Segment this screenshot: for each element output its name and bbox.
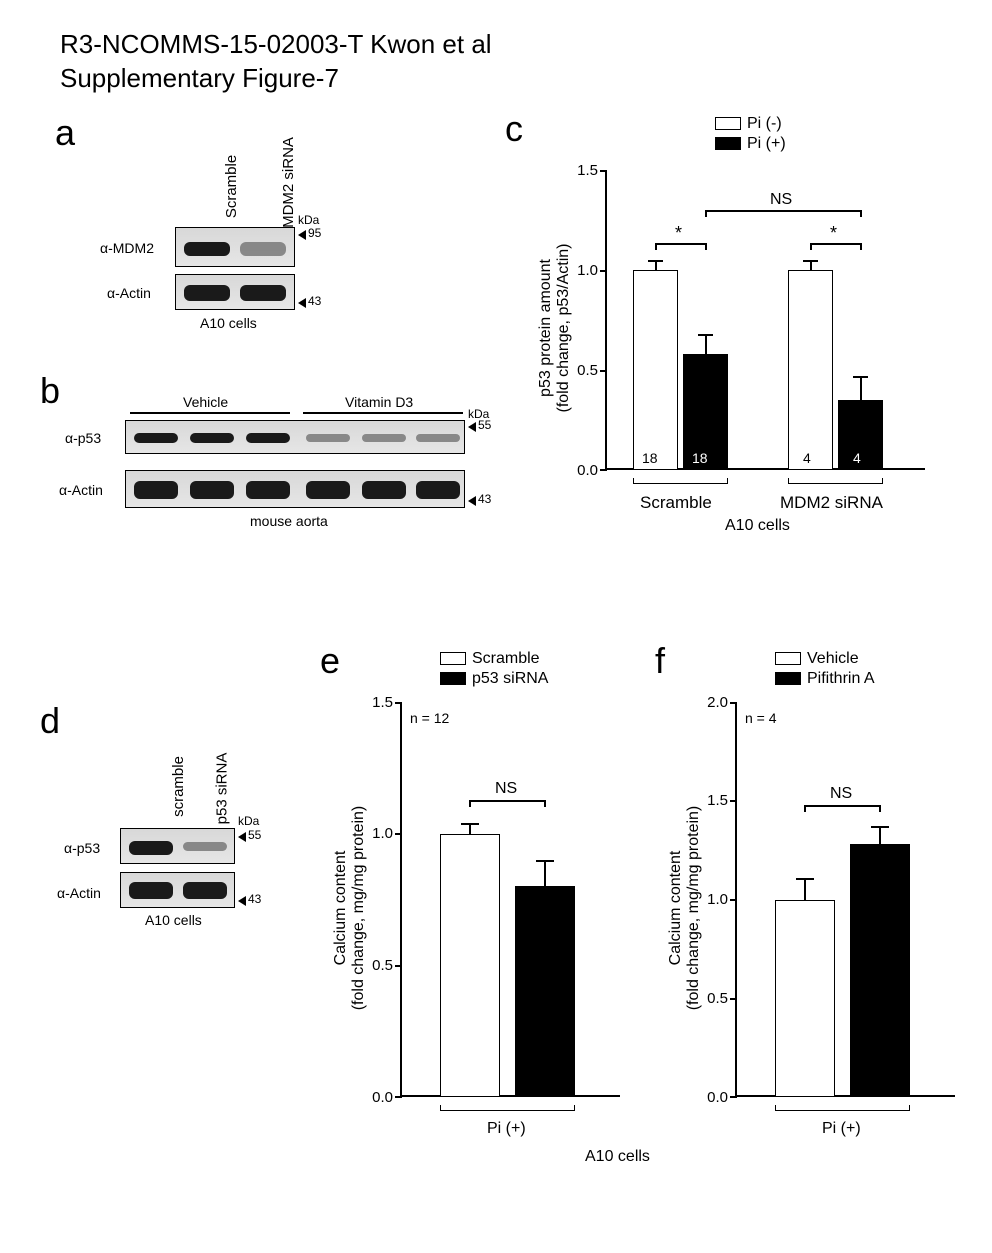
n-1: 18	[642, 450, 658, 466]
bar-e1	[440, 834, 500, 1097]
legend-f: Vehicle Pifithrin A	[775, 650, 875, 688]
ytick-00: 0.0	[558, 462, 598, 479]
legend-e: Scramble p53 siRNA	[440, 650, 548, 688]
mw2-b: 43	[478, 492, 491, 506]
n-text-f: n = 4	[745, 710, 777, 726]
bar-f2	[850, 844, 910, 1097]
sig-2: NS	[770, 191, 792, 209]
sig-3: *	[830, 223, 837, 244]
panel-ef-caption: A10 cells	[585, 1148, 650, 1166]
n-3: 4	[803, 450, 811, 466]
lane-d1: scramble	[170, 756, 187, 817]
sig-f: NS	[830, 785, 852, 803]
bar-e2	[515, 886, 575, 1097]
legend-c: Pi (-) Pi (+)	[715, 115, 786, 153]
mw1-d: 55	[248, 828, 261, 842]
lane-label-scramble: Scramble	[223, 155, 240, 218]
yaxis-title-c: p53 protein amount (fold change, p53/Act…	[537, 228, 573, 428]
n-2: 18	[692, 450, 708, 466]
panel-b-caption: mouse aorta	[250, 513, 328, 529]
lane-d2: p53 siRNA	[213, 753, 230, 825]
sig-1: *	[675, 223, 682, 244]
panel-label-d: d	[40, 700, 60, 742]
blot-actin	[175, 274, 295, 310]
mw1-b: 55	[478, 418, 491, 432]
yaxis-title-f: Calcium content (fold change, mg/mg prot…	[667, 788, 703, 1028]
n-4: 4	[853, 450, 861, 466]
xgrp-scr: Scramble	[640, 493, 712, 513]
kda-label-d: kDa	[238, 814, 259, 828]
blot-actin-d	[120, 872, 235, 908]
blot-p53	[125, 420, 465, 454]
ytick-15: 1.5	[558, 162, 598, 179]
mw-arrow-d2	[238, 896, 246, 906]
row1-label-d: α-p53	[64, 840, 100, 856]
xgrp-e: Pi (+)	[487, 1120, 526, 1138]
n-text-e: n = 12	[410, 710, 449, 726]
legend-pi-plus: Pi (+)	[747, 135, 786, 152]
blot-actin-b	[125, 470, 465, 508]
sig-e: NS	[495, 780, 517, 798]
legend-pi-minus: Pi (-)	[747, 115, 782, 132]
figure-header: R3-NCOMMS-15-02003-T Kwon et al Suppleme…	[60, 28, 492, 96]
group-vehicle: Vehicle	[183, 394, 228, 410]
mw-arrow-2	[298, 298, 306, 308]
mw1: 95	[308, 226, 321, 240]
bar-scr-minus	[633, 270, 678, 470]
xgrp-mdm2: MDM2 siRNA	[780, 493, 883, 513]
chart-f: Vehicle Pifithrin A 2.0 1.5 1.0 0.5 0.0 …	[650, 650, 980, 1180]
header-line2: Supplementary Figure-7	[60, 62, 492, 96]
panel-label-a: a	[55, 112, 75, 154]
kda-label: kDa	[298, 213, 319, 227]
header-line1: R3-NCOMMS-15-02003-T Kwon et al	[60, 28, 492, 62]
panel-d-caption: A10 cells	[145, 912, 202, 928]
row1-label: α-MDM2	[100, 240, 154, 256]
mw-arrow-b1	[468, 422, 476, 432]
mw2-d: 43	[248, 892, 261, 906]
chart-e: Scramble p53 siRNA 1.5 1.0 0.5 0.0 Calci…	[315, 650, 645, 1180]
chart-c: Pi (-) Pi (+) 1.5 1.0 0.5 0.0 p53 protei…	[520, 115, 960, 575]
xgrp-f: Pi (+)	[822, 1120, 861, 1138]
lane-label-mdm2: MDM2 siRNA	[280, 137, 297, 228]
row1-label-b: α-p53	[65, 430, 101, 446]
bar-f1	[775, 900, 835, 1097]
row2-label-d: α-Actin	[57, 885, 101, 901]
bar-mdm2-minus	[788, 270, 833, 470]
row2-label: α-Actin	[107, 285, 151, 301]
mw-arrow-d1	[238, 832, 246, 842]
row2-label-b: α-Actin	[59, 482, 103, 498]
group-vd3: Vitamin D3	[345, 394, 413, 410]
mw2: 43	[308, 294, 321, 308]
mw-arrow-b2	[468, 496, 476, 506]
yaxis-title-e: Calcium content (fold change, mg/mg prot…	[332, 788, 368, 1028]
blot-p53-d	[120, 828, 235, 864]
mw-arrow-1	[298, 230, 306, 240]
panel-c-caption: A10 cells	[725, 517, 790, 535]
panel-a-caption: A10 cells	[200, 315, 257, 331]
blot-mdm2	[175, 227, 295, 267]
panel-label-b: b	[40, 370, 60, 412]
